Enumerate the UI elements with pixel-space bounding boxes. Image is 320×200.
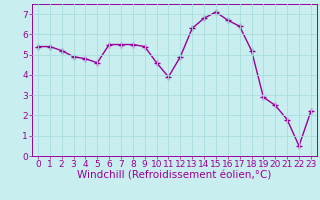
X-axis label: Windchill (Refroidissement éolien,°C): Windchill (Refroidissement éolien,°C) bbox=[77, 171, 272, 181]
